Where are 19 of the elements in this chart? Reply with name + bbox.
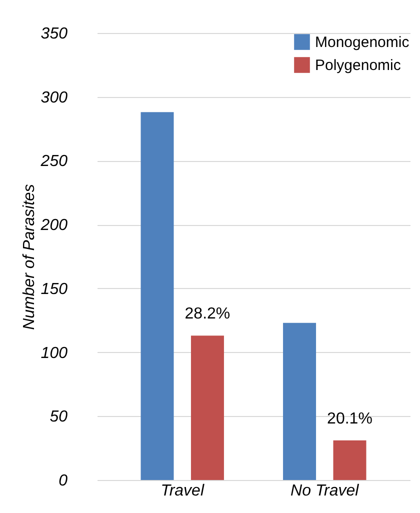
y-tick-label: 100 [40,344,68,362]
y-tick-label: 300 [40,89,68,106]
y-tick-label: 150 [40,280,68,298]
y-axis-title: Number of Parasites [20,184,38,330]
y-tick-label: 0 [58,472,68,490]
bar [140,112,174,480]
y-tick-label: 250 [40,153,68,170]
y-tick-label: 350 [40,26,68,42]
bar [190,336,224,480]
legend-label: Monogenomic [315,34,410,51]
bar [333,440,366,480]
annotation: 20.1% [327,410,372,428]
y-tick-label: 200 [40,217,68,234]
bar [283,322,316,480]
annotation: 28.2% [184,306,230,323]
x-tick-label: No Travel [290,482,360,500]
legend-label: Polygenomic [315,57,402,74]
x-tick-label: Travel [160,482,204,500]
y-tick-label: 50 [50,408,68,426]
